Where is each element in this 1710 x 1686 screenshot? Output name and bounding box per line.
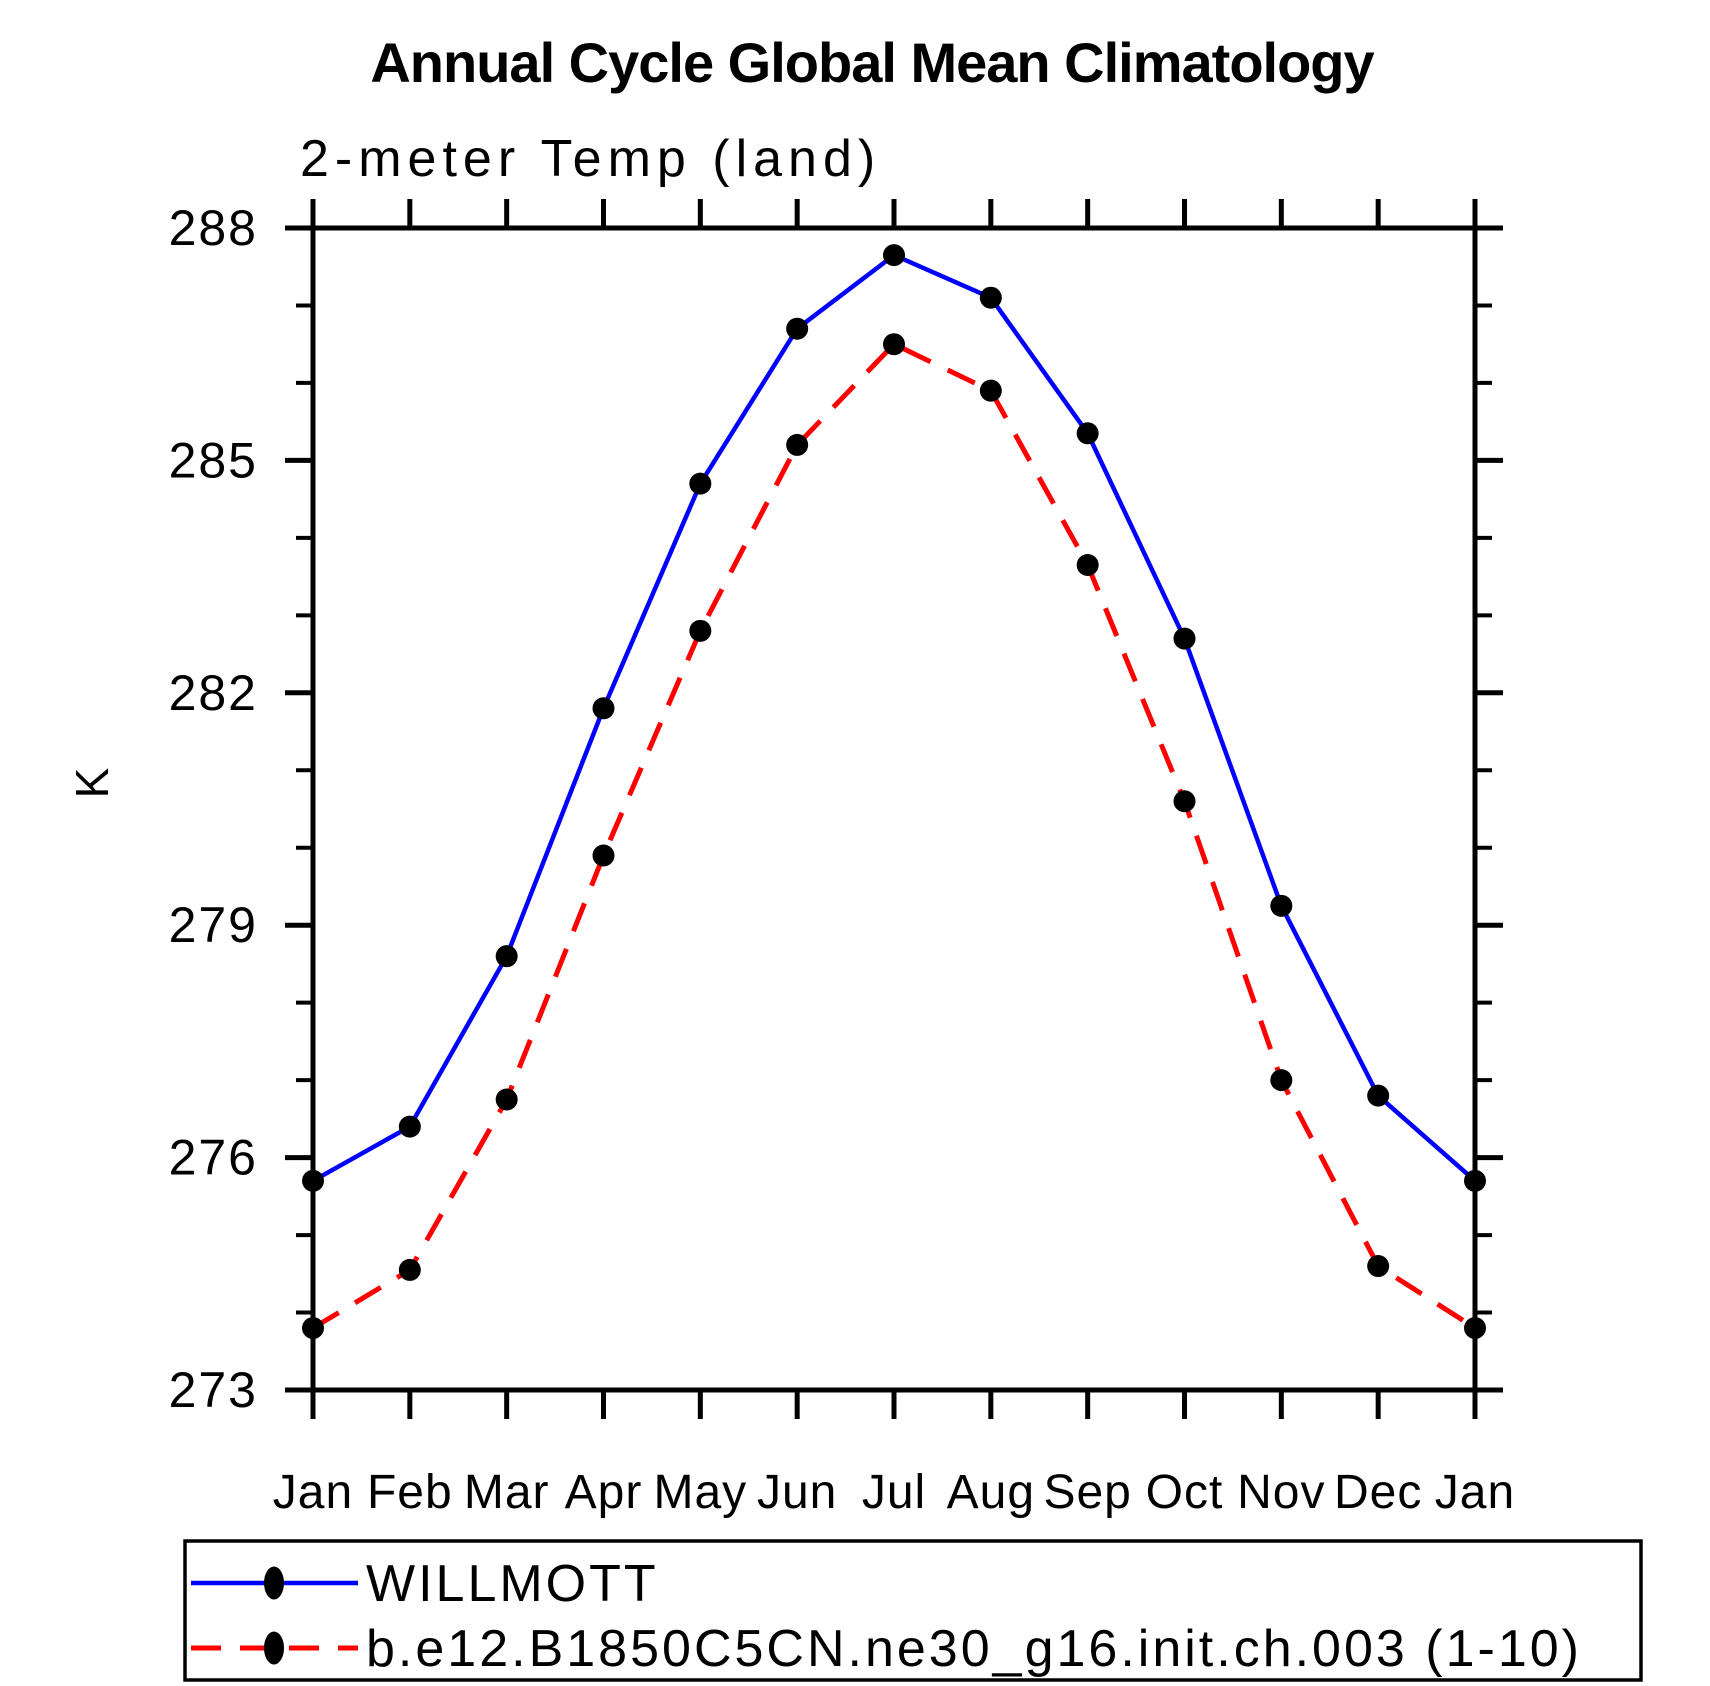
x-tick-label: Oct [1146,1466,1224,1519]
legend-marker-model [264,1631,284,1665]
data-point [398,1258,421,1281]
series-line-willmott [311,252,1477,1183]
y-axis-ticks [285,225,1503,1393]
data-point [1367,1084,1390,1107]
y-tick-label: 273 [169,1362,258,1418]
legend-box [183,1539,1643,1682]
data-point [495,1088,518,1111]
y-tick-label: 276 [169,1130,258,1186]
x-tick-label: Apr [565,1466,643,1519]
series-markers [302,244,1486,1340]
data-point [979,286,1002,309]
x-tick-label: Aug [947,1466,1035,1519]
data-point [1270,894,1293,917]
series-lines [311,252,1477,1331]
x-tick-label: May [653,1466,747,1519]
data-point [302,1169,324,1192]
data-point [398,1115,421,1138]
x-tick-label: Feb [367,1466,453,1519]
plot-border [310,225,1478,1393]
y-axis-tick-labels: 273 276 279 282 285 288 [169,200,258,1418]
x-tick-label: Jun [757,1466,837,1519]
data-point [1076,553,1099,576]
data-point [302,1317,324,1340]
data-point [495,945,518,968]
data-point [979,379,1002,402]
legend-label-model: b.e12.B1850C5CN.ne30_g16.init.ch.003 (1-… [366,1620,1582,1678]
x-axis-ticks [310,199,1478,1419]
y-tick-label: 285 [169,432,258,488]
chart-subtitle: 2-meter Temp (land) [300,130,881,188]
data-point [1270,1069,1293,1092]
data-point [1464,1169,1486,1192]
data-point [883,333,905,356]
x-axis-tick-labels: Jan Feb Mar Apr May Jun Jul Aug Sep Oct Nov Dec Jan [273,1466,1515,1519]
data-point [1367,1255,1390,1278]
legend-label-willmott: WILLMOTT [366,1555,659,1613]
data-point [1464,1317,1486,1340]
x-tick-label: Jan [273,1466,353,1519]
x-tick-label: Dec [1334,1466,1422,1519]
chart-title: Annual Cycle Global Mean Climatology [370,31,1374,94]
y-tick-label: 282 [169,665,258,721]
series-line-model [311,341,1477,1331]
data-point [592,844,615,867]
data-point [1076,422,1099,445]
legend: WILLMOTT b.e12.B1850C5CN.ne30_g16.init.c… [183,1539,1643,1682]
data-point [1173,627,1196,650]
y-axis-label: K [66,766,118,799]
x-tick-label: Jul [862,1466,926,1519]
data-point [786,433,809,456]
x-tick-label: Sep [1043,1466,1131,1519]
x-tick-label: Mar [464,1466,550,1519]
data-point [786,317,809,340]
x-tick-label: Nov [1237,1466,1325,1519]
data-point [1173,790,1196,813]
data-point [883,244,905,267]
legend-marker-willmott [264,1566,284,1600]
data-point [689,619,712,642]
y-tick-label: 288 [169,200,258,256]
data-point [689,472,712,495]
x-tick-label: Jan [1435,1466,1515,1519]
data-point [592,697,615,720]
y-tick-label: 279 [169,897,258,953]
